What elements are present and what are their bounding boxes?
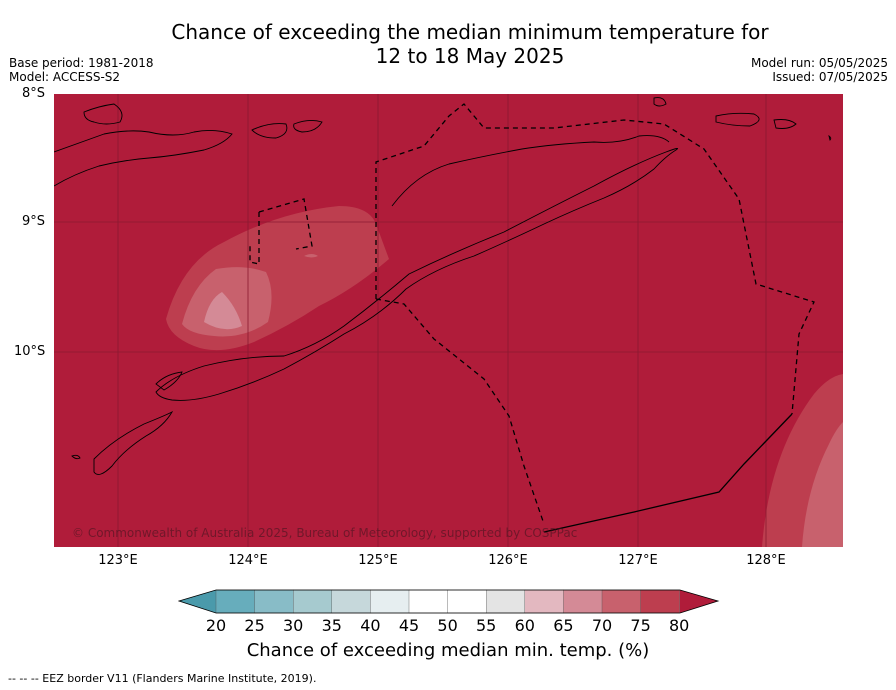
colorbar-segment	[254, 589, 294, 614]
lat-label-9s: 9°S	[22, 214, 46, 229]
lon-label-123e: 123°E	[98, 553, 138, 568]
colorbar-segment	[486, 589, 526, 614]
island-small-2	[293, 119, 323, 133]
colorbar-tick-label: 20	[205, 616, 227, 635]
colorbar	[178, 589, 720, 614]
eez-timor-leste	[375, 103, 815, 415]
eez-south	[375, 298, 545, 525]
lon-label-128e: 128°E	[746, 553, 786, 568]
semau-coast	[155, 371, 183, 391]
lon-label-126e: 126°E	[488, 553, 528, 568]
colorbar-segment	[331, 589, 372, 614]
base-period: Base period: 1981-2018	[9, 56, 154, 70]
colorbar-segment	[524, 589, 565, 614]
lat-label-8s: 8°S	[22, 86, 46, 101]
model-name: Model: ACCESS-S2	[9, 70, 121, 84]
colorbar-label: Chance of exceeding median min. temp. (%…	[246, 640, 650, 661]
title-line-1: Chance of exceeding the median minimum t…	[171, 20, 769, 44]
colorbar-segment	[601, 589, 642, 614]
copyright-notice: © Commonwealth of Australia 2025, Bureau…	[72, 526, 578, 540]
colorbar-segments	[179, 589, 718, 614]
colorbar-segment	[640, 589, 680, 614]
island-small-3	[653, 97, 667, 107]
contour-65	[204, 292, 242, 330]
rote-coast	[93, 410, 174, 475]
island-east-2	[773, 119, 797, 129]
colorbar-segment	[370, 589, 410, 614]
colorbar-outline	[178, 589, 720, 614]
colorbar-tick-label: 70	[591, 616, 613, 635]
graticule	[54, 94, 843, 547]
lon-label-127e: 127°E	[618, 553, 658, 568]
colorbar-arrow-low	[179, 590, 216, 613]
alor-coast	[83, 103, 123, 125]
coastlines	[54, 97, 832, 475]
meta-left: Base period: 1981-2018 Model: ACCESS-S2	[9, 56, 154, 84]
colorbar-segment	[408, 589, 449, 614]
island-east-1	[715, 112, 760, 127]
eez-borders	[249, 103, 815, 525]
colorbar-segment	[447, 589, 487, 614]
colorbar-segment	[292, 589, 333, 614]
map-panel	[54, 94, 843, 547]
wetar-coast	[54, 129, 233, 187]
contour-70-se	[802, 422, 843, 547]
island-small-1	[251, 123, 288, 139]
title-line-2: 12 to 18 May 2025	[375, 44, 565, 68]
maritime-boundary	[543, 413, 793, 533]
meta-right: Model run: 05/05/2025 Issued: 07/05/2025	[751, 56, 888, 84]
colorbar-tick-label: 50	[437, 616, 458, 635]
colorbar-tick-label: 75	[630, 616, 651, 635]
colorbar-tick-label: 30	[283, 616, 304, 635]
colorbar-arrow-high	[680, 590, 718, 613]
colorbar-tick-label: 45	[398, 616, 420, 635]
colorbar-segment	[563, 589, 603, 614]
lon-label-125e: 125°E	[358, 553, 398, 568]
eez-west-enclave	[249, 198, 313, 265]
colorbar-segment	[215, 589, 256, 614]
timor-north-coast	[391, 135, 670, 207]
colorbar-tick-label: 65	[553, 616, 574, 635]
island-sw	[71, 454, 81, 460]
island-east-3	[828, 134, 832, 141]
timor-coast	[155, 147, 679, 401]
colorbar-tick-label: 60	[514, 616, 535, 635]
colorbar-tick-label: 55	[476, 616, 497, 635]
eez-footnote: -- -- -- EEZ border V11 (Flanders Marine…	[8, 672, 317, 685]
colorbar-tick-label: 80	[669, 616, 690, 635]
model-run: Model run: 05/05/2025	[750, 56, 888, 70]
colorbar-tick-label: 35	[321, 616, 342, 635]
lat-label-10s: 10°S	[14, 344, 46, 359]
colorbar-tick-label: 25	[244, 616, 265, 635]
colorbar-tick-label: 40	[360, 616, 381, 635]
contour-75-small	[304, 254, 318, 258]
issued-date: Issued: 07/05/2025	[772, 70, 888, 84]
map-title: Chance of exceeding the median minimum t…	[0, 20, 896, 68]
lon-label-124e: 124°E	[228, 553, 268, 568]
